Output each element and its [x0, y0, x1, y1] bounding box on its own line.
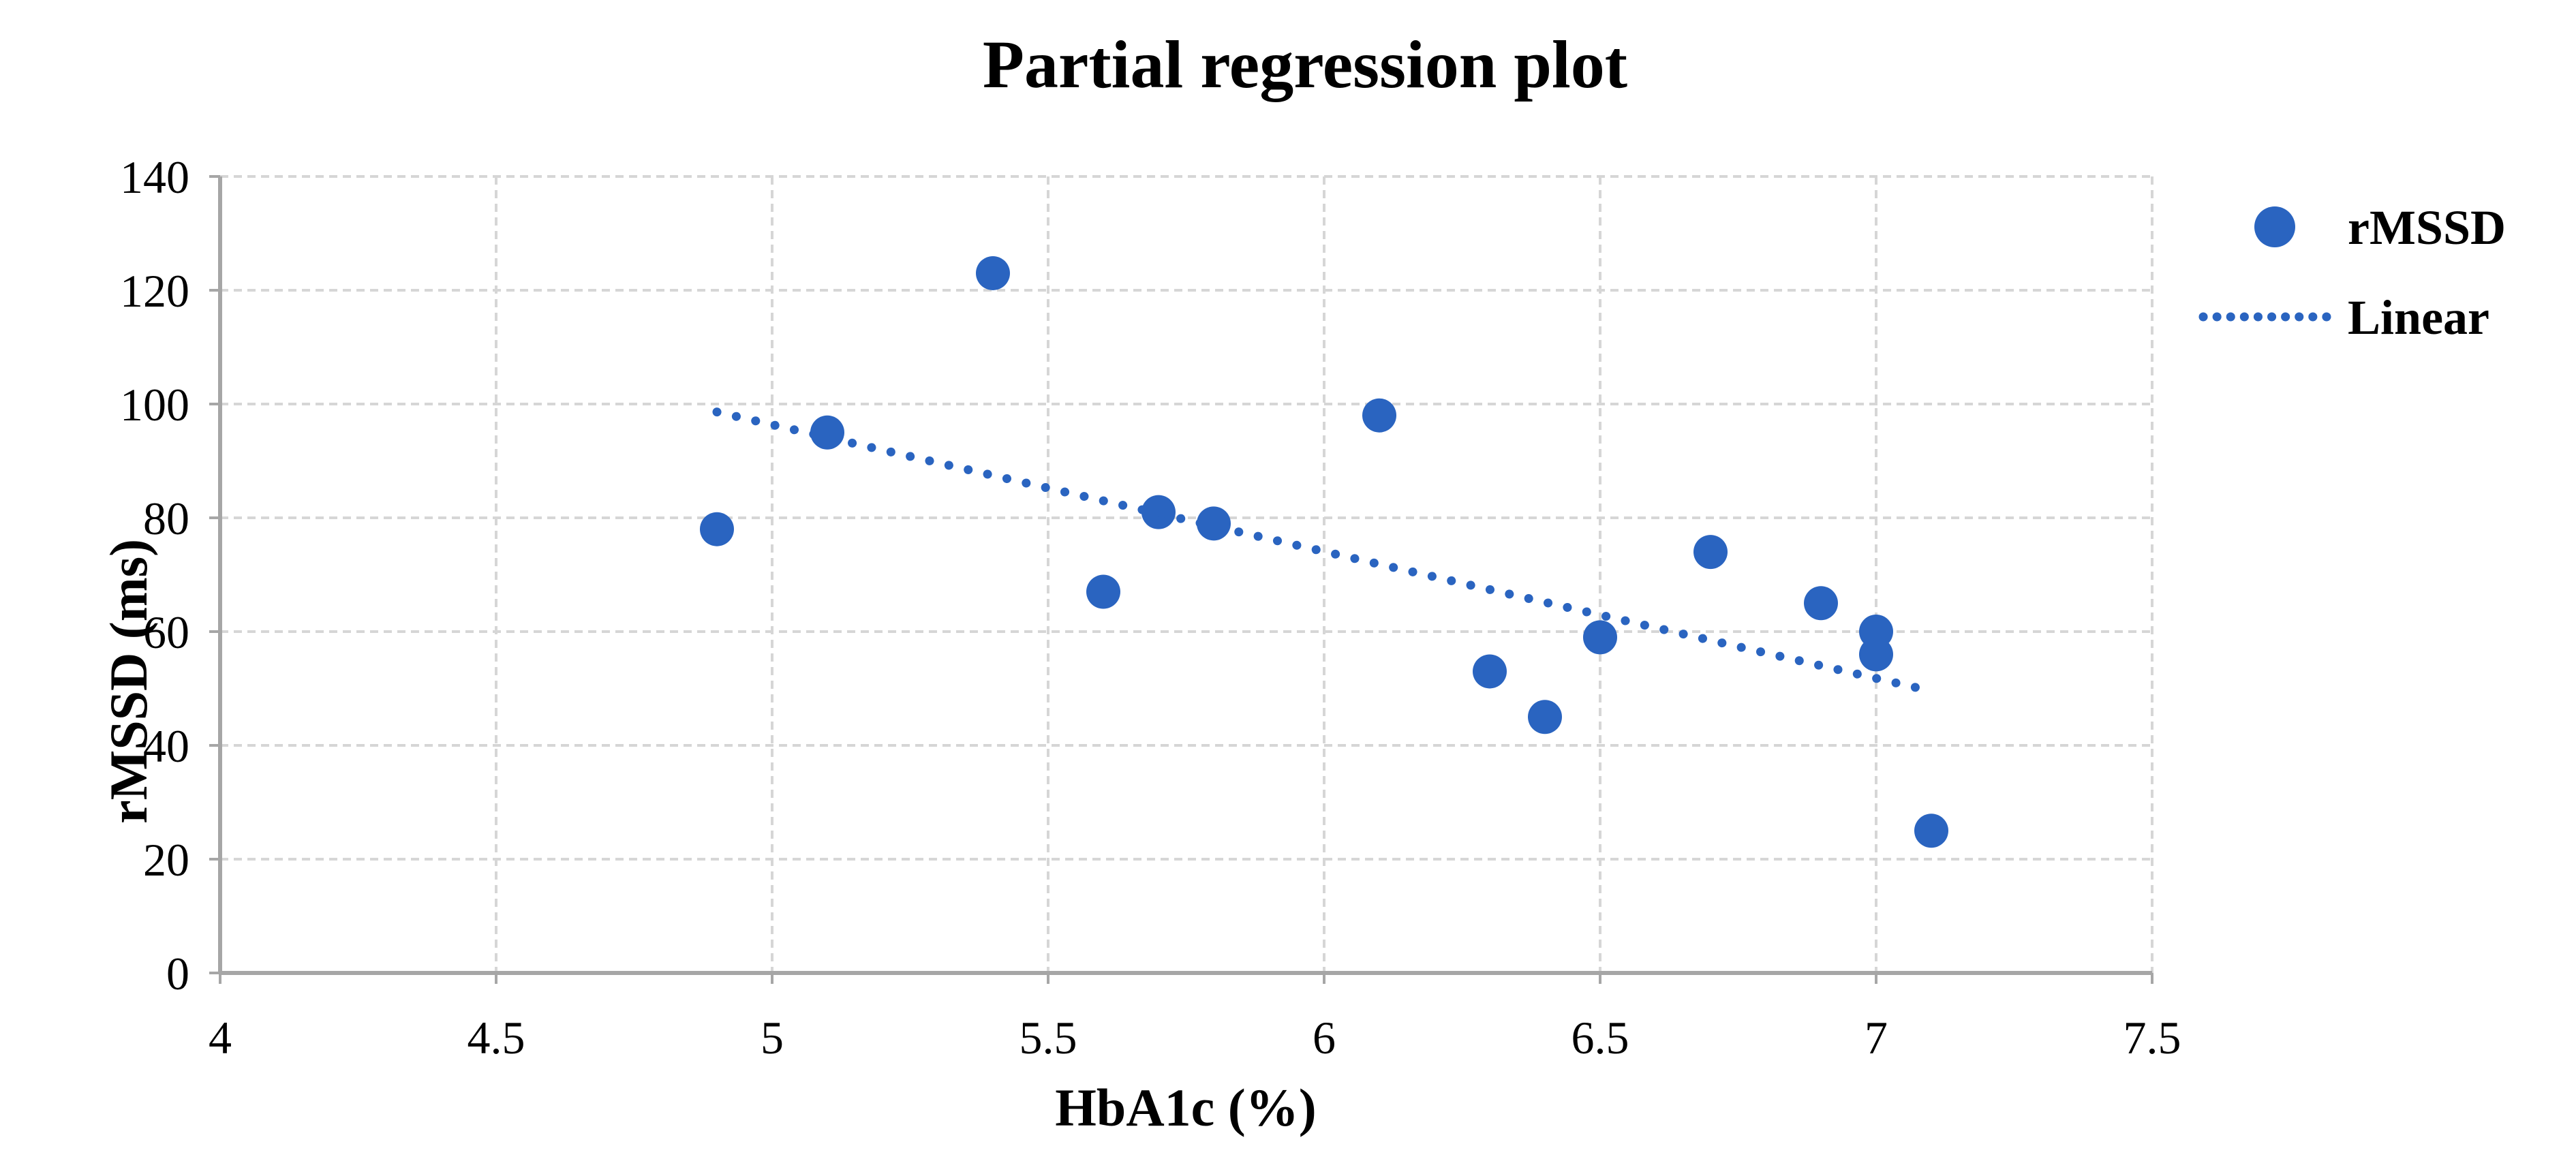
y-tick-label: 60: [143, 606, 189, 658]
x-tick-label: 5: [761, 1012, 784, 1064]
legend-marker-circle-icon: [2254, 206, 2295, 247]
data-point: [700, 512, 734, 546]
data-point: [1473, 654, 1507, 689]
trendline: [712, 407, 1925, 693]
gridlines: [219, 175, 2153, 974]
data-point: [1086, 574, 1120, 609]
x-tick-label: 6.5: [1571, 1012, 1629, 1064]
data-point: [1528, 700, 1562, 734]
y-tick-label: 40: [143, 720, 189, 772]
legend: rMSSD Linear: [2198, 200, 2506, 345]
tick-labels: 4 4.5 5 5.5 6 6.5 7 7.5 0 20 40 60 80 100 120 140: [120, 151, 2181, 1064]
data-point: [1583, 620, 1617, 655]
data-point: [1804, 586, 1838, 621]
data-points: [700, 256, 1948, 848]
y-tick-label: 100: [120, 379, 189, 431]
data-point: [1197, 506, 1231, 541]
y-tick-label: 20: [143, 834, 189, 886]
legend-label-linear: Linear: [2348, 290, 2489, 345]
x-tick-label: 7: [1865, 1012, 1888, 1064]
x-tick-label: 6: [1313, 1012, 1336, 1064]
x-tick-label: 4.5: [467, 1012, 525, 1064]
x-tick-label: 5.5: [1019, 1012, 1077, 1064]
x-axis-title: HbA1c (%): [1055, 1078, 1316, 1137]
data-point: [1914, 814, 1948, 848]
x-tick-label: 4: [209, 1012, 232, 1064]
y-axis-title: rMSSD (ms): [99, 539, 158, 824]
x-tick-label: 7.5: [2123, 1012, 2181, 1064]
data-point: [1362, 398, 1396, 433]
chart-title: Partial regression plot: [983, 27, 1627, 102]
y-tick-label: 80: [143, 493, 189, 544]
y-tick-label: 120: [120, 265, 189, 317]
legend-label-rmssd: rMSSD: [2348, 200, 2506, 255]
trendline-layer: [712, 407, 1925, 693]
data-point: [1693, 535, 1728, 570]
y-tick-label: 140: [120, 151, 189, 203]
y-tick-label: 0: [166, 948, 189, 1000]
data-point: [1859, 637, 1893, 672]
data-point: [976, 256, 1010, 290]
axes: [209, 175, 2153, 984]
